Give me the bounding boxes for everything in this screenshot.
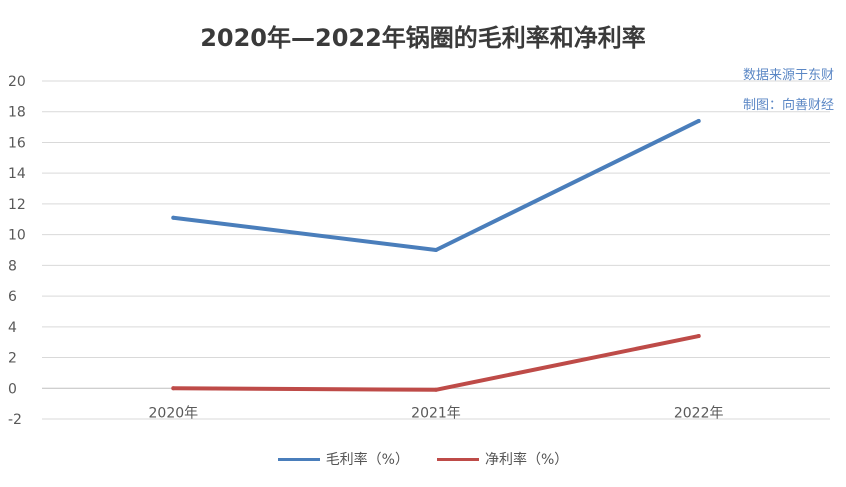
y-tick-label: 8 xyxy=(8,258,17,274)
y-tick-label: 14 xyxy=(8,166,26,182)
legend-label-gross-margin: 毛利率（%） xyxy=(325,452,409,468)
data-point-gross-margin xyxy=(434,248,438,252)
source-note: 数据来源于东财 xyxy=(742,68,834,83)
author-note: 制图：向善财经 xyxy=(742,98,834,113)
x-tick-label: 2021年 xyxy=(411,405,461,421)
y-tick-label: 2 xyxy=(8,351,17,367)
y-tick-label: 18 xyxy=(8,105,26,121)
legend-swatch-gross-margin xyxy=(277,457,320,461)
data-point-net-margin xyxy=(434,387,438,392)
legend: 毛利率（%） 净利率（%） xyxy=(0,449,846,469)
x-tick-label: 2022年 xyxy=(674,405,724,421)
legend-item-gross-margin: 毛利率（%） xyxy=(277,449,409,469)
series-line-net-margin xyxy=(171,334,701,392)
data-point-net-margin xyxy=(171,386,176,391)
y-tick-label: 6 xyxy=(8,289,17,305)
x-tick-label: 2020年 xyxy=(149,405,199,421)
y-tick-label: 12 xyxy=(8,197,26,213)
legend-label-net-margin: 净利率（%） xyxy=(485,452,569,468)
y-tick-label: -2 xyxy=(8,412,22,428)
y-tick-label: 16 xyxy=(8,135,26,151)
y-tick-label: 20 xyxy=(8,74,26,90)
legend-item-net-margin: 净利率（%） xyxy=(437,449,568,469)
y-tick-label: 10 xyxy=(8,228,26,244)
legend-swatch-net-margin xyxy=(437,457,479,461)
data-point-net-margin xyxy=(696,334,701,339)
y-tick-label: 4 xyxy=(8,320,17,336)
y-tick-label: 0 xyxy=(8,381,17,397)
data-point-gross-margin xyxy=(171,215,176,220)
data-point-gross-margin xyxy=(696,118,701,123)
series-line-gross-margin xyxy=(171,118,701,252)
chart-title: 2020年—2022年锅圈的毛利率和净利率 xyxy=(200,24,646,52)
